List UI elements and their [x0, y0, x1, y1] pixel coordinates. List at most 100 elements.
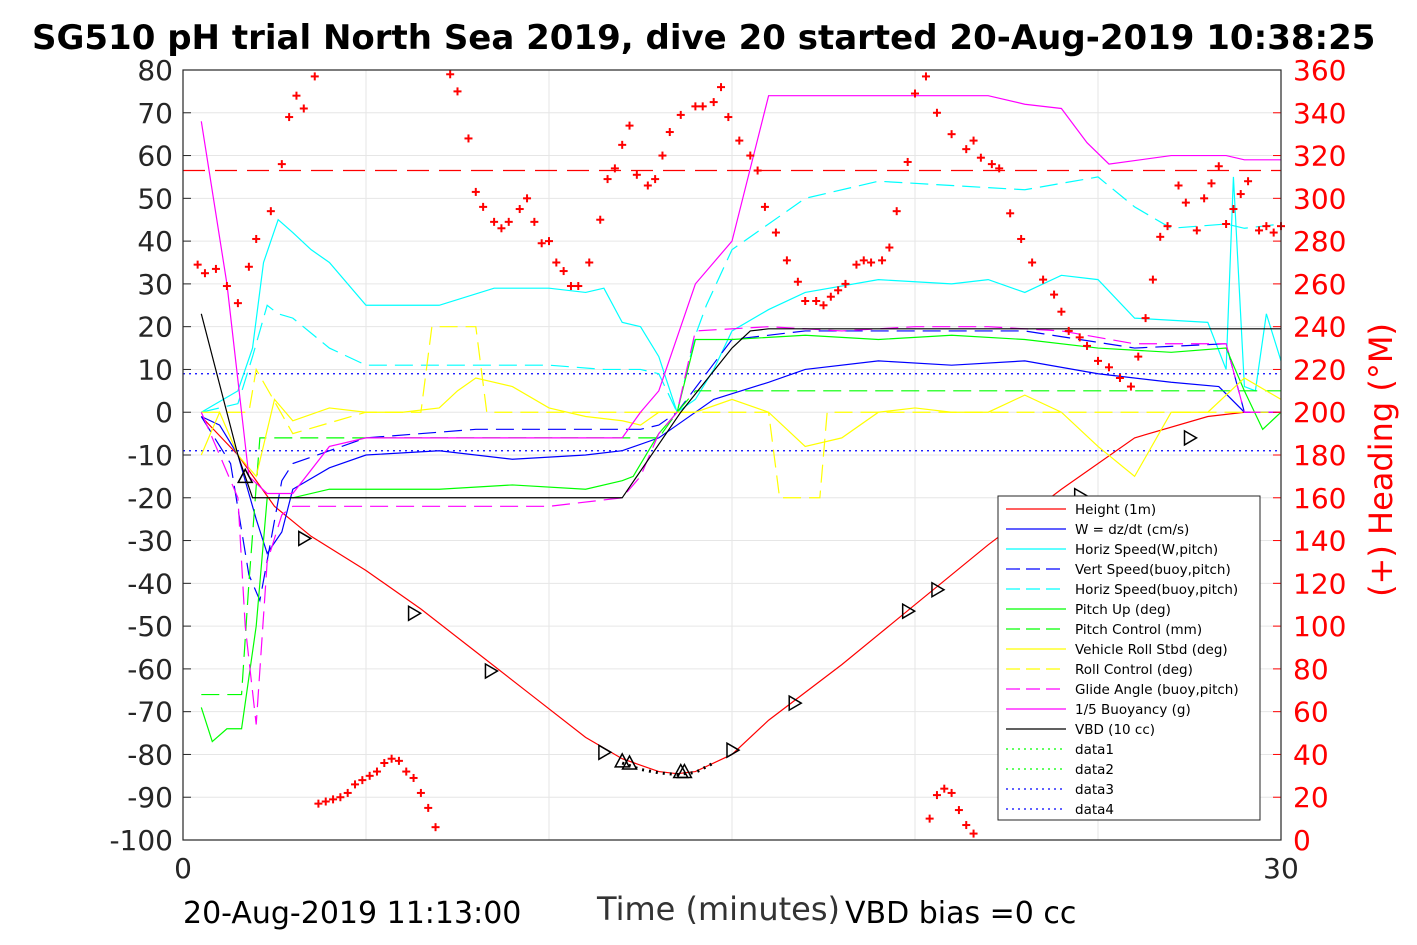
heading-point — [826, 292, 835, 301]
heading-point — [911, 89, 919, 98]
heading-point — [1200, 194, 1209, 203]
heading-point — [394, 756, 403, 765]
y-tick-label: -10 — [127, 439, 173, 472]
legend: Height (1m) W = dz/dt (cm/s) Horiz Speed(W… — [997, 495, 1261, 821]
heading-point — [921, 72, 930, 81]
heading-point — [233, 299, 242, 308]
y-right-tick-label: 320 — [1293, 140, 1346, 173]
triangle-marker — [672, 762, 690, 779]
heading-point — [222, 282, 231, 291]
y-right-tick-label: 180 — [1293, 439, 1346, 472]
heading-point — [453, 87, 462, 96]
heading-point — [698, 102, 707, 111]
heading-point — [746, 151, 755, 160]
triangle-marker — [598, 743, 613, 761]
heading-point — [651, 175, 660, 184]
footer-timestamp: 20-Aug-2019 11:13:00 — [183, 896, 522, 931]
heading-point — [610, 164, 619, 173]
heading-point — [717, 83, 726, 92]
heading-point — [1017, 234, 1026, 243]
legend-label: data1 — [1075, 742, 1114, 758]
legend-label: data3 — [1075, 782, 1114, 798]
heading-point — [962, 821, 971, 830]
heading-point — [574, 282, 583, 291]
heading-point — [643, 181, 652, 190]
heading-point — [995, 164, 1004, 173]
heading-point — [365, 771, 374, 780]
heading-point — [314, 799, 323, 808]
heading-point — [603, 175, 612, 184]
heading-point — [479, 202, 488, 211]
y-tick-label: -80 — [127, 738, 173, 771]
y-tick-label: 0 — [155, 396, 173, 429]
y-right-tick-label: 300 — [1293, 182, 1346, 215]
heading-point — [490, 217, 499, 226]
heading-point — [1181, 198, 1190, 207]
heading-point — [431, 823, 440, 832]
triangle-marker — [484, 662, 499, 680]
heading-point — [277, 160, 286, 169]
y-axis-right-label: (+) Heading (°M) — [1362, 323, 1400, 597]
y-right-tick-label: 40 — [1293, 738, 1329, 771]
heading-point — [372, 767, 381, 776]
heading-point — [566, 282, 575, 291]
heading-point — [1156, 232, 1165, 241]
legend-label: data2 — [1075, 762, 1114, 778]
y-tick-label: -70 — [127, 696, 173, 729]
heading-point — [343, 788, 352, 797]
legend-label: Glide Angle (buoy,pitch) — [1075, 682, 1239, 698]
y-tick-label: 60 — [137, 140, 173, 173]
y-right-tick-label: 120 — [1293, 567, 1346, 600]
heading-point — [1222, 220, 1231, 228]
heading-point — [676, 110, 685, 119]
heading-point — [585, 258, 594, 267]
heading-point — [1083, 341, 1092, 350]
heading-point — [1094, 356, 1102, 365]
heading-point — [1104, 363, 1113, 372]
chart-title: SG510 pH trial North Sea 2019, dive 20 s… — [32, 18, 1376, 58]
y-right-tick-label: 340 — [1293, 97, 1346, 130]
heading-point — [252, 234, 261, 243]
heading-point — [1126, 382, 1135, 391]
heading-point — [596, 215, 605, 224]
y-right-tick-label: 220 — [1293, 353, 1346, 386]
y-tick-label: 70 — [137, 97, 173, 130]
heading-point — [336, 793, 345, 802]
heading-point — [1229, 205, 1238, 214]
heading-point — [1214, 162, 1223, 171]
heading-point — [932, 791, 941, 800]
heading-layer — [193, 70, 1285, 838]
legend-label: Height (1m) — [1075, 502, 1156, 518]
y-tick-label: -30 — [127, 525, 173, 558]
reference-lines — [183, 169, 1281, 452]
triangle-marker — [621, 754, 638, 770]
heading-point — [1134, 352, 1143, 361]
y-right-tick-label: 260 — [1293, 268, 1346, 301]
series-line — [200, 313, 1281, 499]
y-tick-label: -100 — [109, 824, 173, 857]
series-line — [200, 334, 1282, 743]
triangle-marker — [298, 530, 313, 547]
heading-point — [940, 784, 949, 793]
heading-point — [1174, 181, 1183, 190]
heading-point — [1255, 226, 1264, 235]
y-right-tick-label: 240 — [1293, 311, 1346, 344]
heading-point — [1192, 226, 1201, 235]
y-tick-label: 80 — [137, 54, 173, 87]
heading-point — [358, 776, 367, 785]
heading-point — [1039, 275, 1048, 284]
y-tick-label: 50 — [137, 182, 173, 215]
y-tick-label: 40 — [137, 225, 173, 258]
heading-point — [625, 121, 634, 130]
heading-point — [962, 145, 971, 154]
heading-point — [1148, 275, 1157, 284]
legend-label: W = dz/dt (cm/s) — [1075, 522, 1189, 538]
heading-point — [892, 207, 901, 216]
triangle-marker — [613, 752, 631, 768]
heading-point — [351, 780, 360, 789]
heading-point — [867, 258, 876, 267]
legend-label: Horiz Speed(buoy,pitch) — [1075, 582, 1238, 598]
heading-point — [299, 104, 308, 113]
footer-vbd-bias: VBD bias =0 cc — [845, 896, 1077, 931]
heading-point — [424, 803, 433, 812]
